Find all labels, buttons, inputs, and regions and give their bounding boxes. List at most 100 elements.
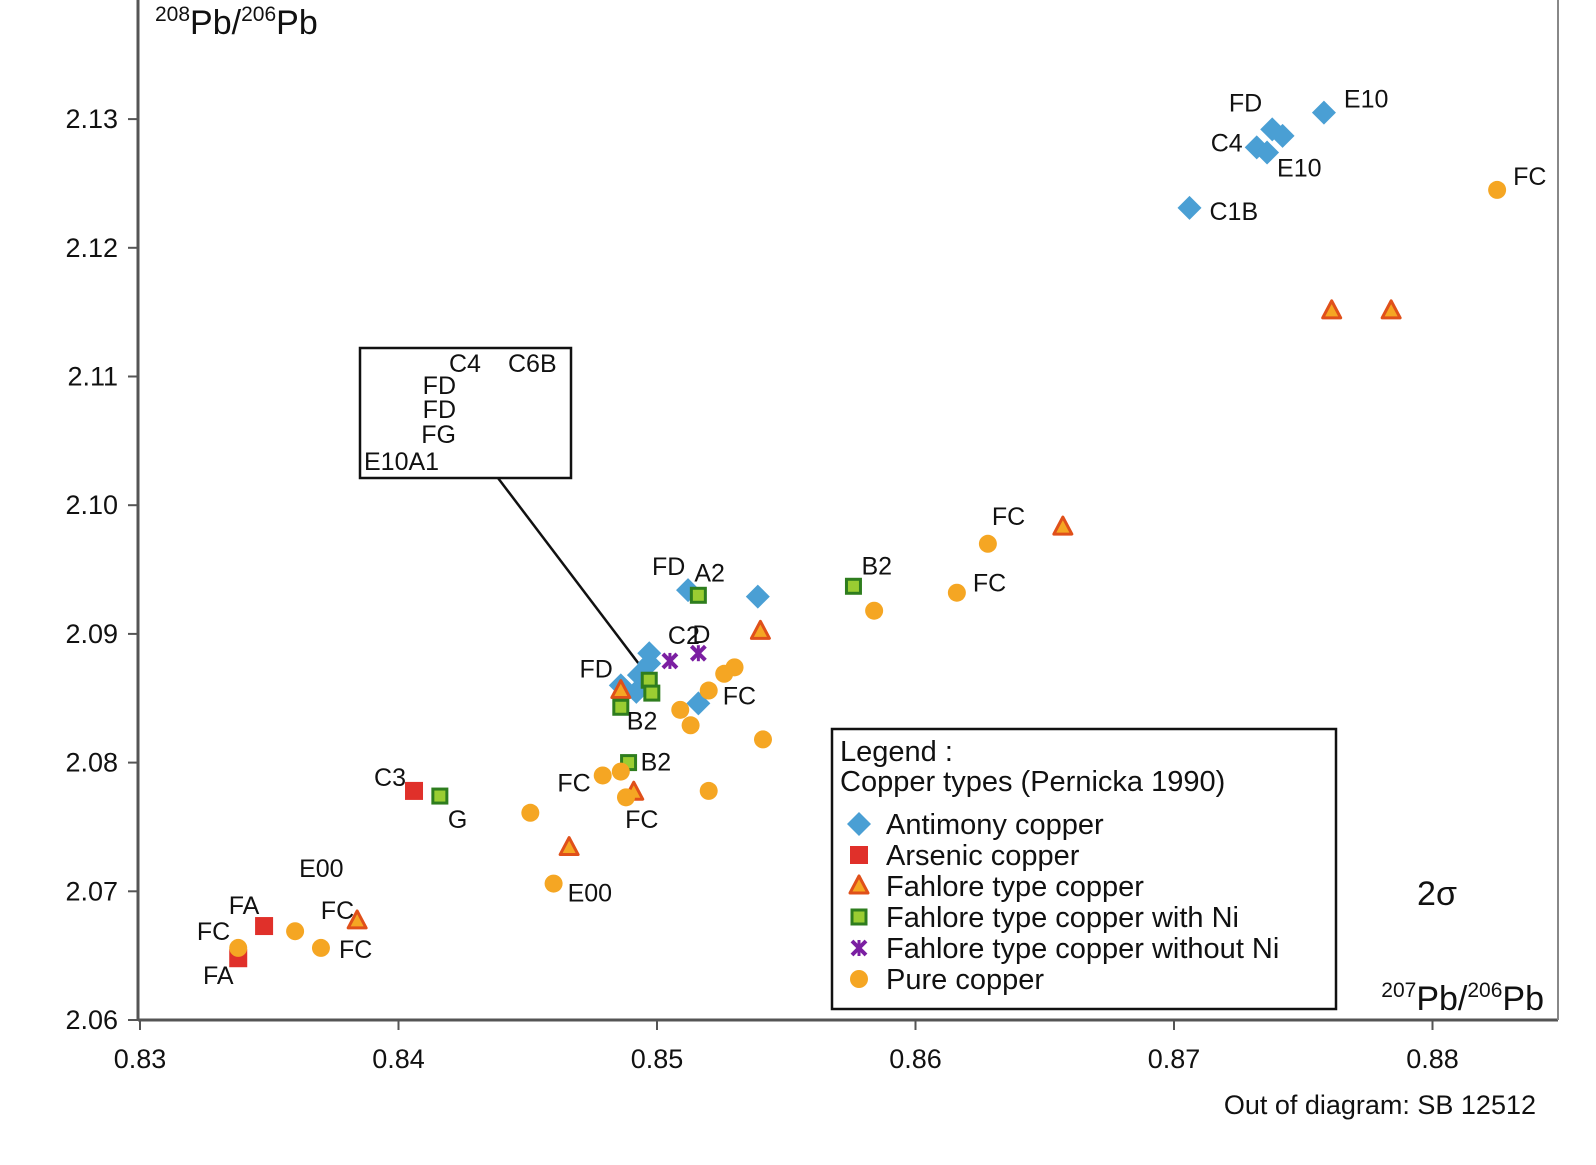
pure-copper-point <box>681 716 700 735</box>
fahlore-ni-copper-point <box>431 787 449 805</box>
y-tick-label: 2.07 <box>65 876 118 906</box>
fahlore-ni-copper-point <box>689 586 707 604</box>
x-tick-label: 0.85 <box>631 1044 684 1074</box>
point-label: FC <box>992 503 1025 531</box>
pure-copper-point <box>1488 180 1507 199</box>
point-label: A2 <box>694 559 725 587</box>
inset-label: C6B <box>508 350 557 378</box>
legend-entry-label: Fahlore type copper <box>886 871 1144 903</box>
inset-label: FG <box>421 421 456 449</box>
x-tick-label: 0.87 <box>1148 1044 1201 1074</box>
pure-copper-point <box>978 534 997 553</box>
y-tick-label: 2.10 <box>65 490 118 520</box>
inset-label: FD <box>423 396 456 424</box>
inset-label: C4 <box>449 350 481 378</box>
point-label: C2 <box>668 622 700 650</box>
y-tick-label: 2.11 <box>67 362 118 392</box>
pure-copper-point <box>521 803 540 822</box>
inset-box <box>358 346 573 480</box>
point-label: FD <box>579 655 612 683</box>
point-label: C3 <box>374 764 406 792</box>
pure-copper-point <box>544 874 563 893</box>
point-label: FC <box>625 806 658 834</box>
y-axis-title: 208Pb/206Pb <box>155 3 318 42</box>
fahlore-ni-copper-point <box>844 577 862 595</box>
point-label: C4 <box>1211 129 1243 157</box>
point-label: E00 <box>568 880 612 908</box>
pure-copper-point <box>671 700 690 719</box>
point-label: FD <box>1229 89 1262 117</box>
point-label: FC <box>339 936 372 964</box>
fahlore-copper-point <box>1380 299 1402 320</box>
pure-copper-point <box>611 762 630 781</box>
legend-subtitle: Copper types (Pernicka 1990) <box>840 766 1225 798</box>
point-label: G <box>448 806 467 834</box>
pure-copper-point <box>286 922 305 941</box>
fahlore-ni-copper-point <box>643 684 661 702</box>
point-label: FC <box>723 683 756 711</box>
pure-copper-point <box>865 601 884 620</box>
legend: Legend :Copper types (Pernicka 1990) Anti… <box>830 727 1338 1011</box>
point-label: FC <box>973 570 1006 598</box>
point-label: B2 <box>641 749 672 777</box>
legend-entry-label: Antimony copper <box>886 809 1104 841</box>
fahlore-copper-point <box>610 679 632 700</box>
x-tick-label: 0.88 <box>1406 1044 1459 1074</box>
fahlore-copper-point <box>1321 299 1343 320</box>
point-label: B2 <box>627 707 658 735</box>
fahlore-copper-point <box>558 836 580 857</box>
pure-copper-point <box>947 583 966 602</box>
legend-entry-label: Pure copper <box>886 964 1044 996</box>
legend-box <box>830 727 1338 1011</box>
antimony-copper-point <box>847 812 871 836</box>
pure-copper-point <box>593 766 612 785</box>
inset-leader-line <box>497 477 646 673</box>
legend-entry-label: Fahlore type copper with Ni <box>886 902 1239 934</box>
point-label: FA <box>203 962 234 990</box>
antimony-copper-point <box>1177 195 1202 220</box>
fahlore-copper-point <box>848 874 870 895</box>
point-label: FC <box>321 897 354 925</box>
point-label: FC <box>197 918 230 946</box>
arsenic-copper-point <box>850 846 868 864</box>
point-label: B2 <box>861 552 892 580</box>
point-label: C1B <box>1210 198 1259 226</box>
point-label: E10 <box>1344 86 1388 114</box>
y-tick-label: 2.13 <box>65 104 118 134</box>
pure-copper-point <box>699 681 718 700</box>
antimony-copper-point <box>745 584 770 609</box>
y-tick-label: 2.08 <box>65 748 118 778</box>
y-tick-label: 2.09 <box>65 619 118 649</box>
footnote-text: Out of diagram: SB 12512 <box>1224 1090 1536 1120</box>
x-axis-title: 207Pb/206Pb <box>1381 979 1544 1018</box>
legend-title: Legend : <box>840 736 953 768</box>
legend-entry-label: Fahlore type copper without Ni <box>886 933 1279 965</box>
data-points <box>229 100 1507 968</box>
fahlore-copper-point <box>749 619 771 640</box>
inset-label: E10A1 <box>364 448 439 476</box>
arsenic-copper-point <box>405 781 424 800</box>
fahlore-copper-point <box>346 909 368 930</box>
point-label: FA <box>229 892 260 920</box>
pure-copper-point <box>753 730 772 749</box>
pure-copper-point <box>616 788 635 807</box>
fahlore-no-ni-copper-point <box>661 652 679 670</box>
pure-copper-point <box>311 938 330 957</box>
sigma-label: 2σ <box>1417 875 1457 913</box>
point-labels: E10FDC4E10C1BFDFDC3FAFAFCFCB2A2B2B2GDC2F… <box>197 86 1547 991</box>
pure-copper-point <box>699 781 718 800</box>
point-label: FC <box>1513 163 1546 191</box>
antimony-copper-point <box>1270 123 1295 148</box>
x-tick-label: 0.83 <box>114 1044 167 1074</box>
inset-label: FD <box>423 372 456 400</box>
pure-copper-point <box>850 970 868 988</box>
point-label: FC <box>557 769 590 797</box>
fahlore-no-ni-copper-point <box>689 644 707 662</box>
pure-copper-point <box>229 938 248 957</box>
fahlore-ni-copper-point <box>850 908 868 926</box>
y-tick-label: 2.12 <box>65 233 118 263</box>
y-tick-label: 2.06 <box>65 1005 118 1035</box>
x-tick-label: 0.84 <box>372 1044 425 1074</box>
